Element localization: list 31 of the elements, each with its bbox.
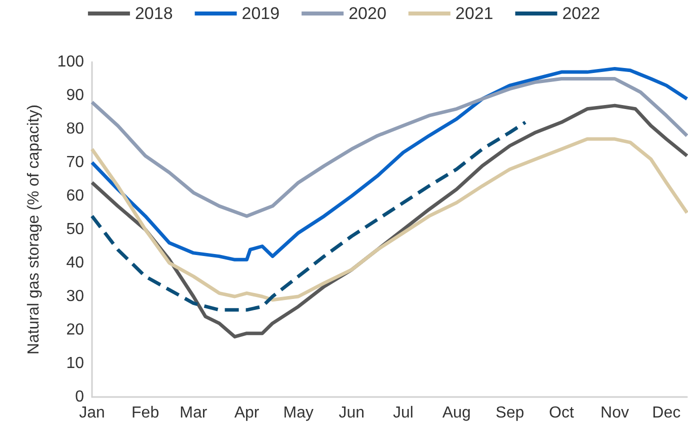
y-tick-label: 70 [66, 154, 84, 171]
y-tick-label: 0 [75, 388, 84, 406]
legend-label: 2022 [562, 4, 600, 23]
y-tick-label: 100 [57, 54, 84, 70]
legend-label: 2021 [455, 4, 494, 23]
x-tick-label: Mar [180, 404, 208, 422]
legend-label: 2020 [348, 4, 386, 23]
line-series [90, 120, 528, 312]
x-tick-label: Nov [600, 404, 629, 422]
y-tick-label: 50 [66, 221, 84, 238]
x-tick-label: Dec [652, 404, 681, 422]
x-tick-label: Sep [496, 404, 524, 422]
y-tick-label: 40 [66, 254, 84, 272]
x-tick-label: May [283, 404, 314, 422]
y-axis-title: Natural gas storage (% of capacity) [26, 104, 42, 354]
x-tick-label: Oct [549, 404, 574, 422]
y-tick-label: 20 [66, 322, 84, 338]
x-tick-label: Jan [79, 404, 105, 422]
x-tick-label: Aug [442, 404, 471, 422]
y-tick-label: 90 [66, 87, 84, 104]
x-tick-label: Jul [393, 404, 414, 422]
y-tick-label: 30 [66, 288, 84, 305]
line-series [90, 77, 688, 218]
legend-label: 2019 [242, 4, 280, 23]
y-tick-label: 80 [66, 120, 84, 138]
x-tick-label: Feb [132, 404, 160, 422]
y-tick-label: 60 [66, 188, 84, 204]
x-tick-label: Jun [338, 404, 365, 422]
legend-label: 2018 [134, 4, 173, 23]
y-tick-label: 10 [66, 355, 84, 372]
x-tick-label: Apr [234, 404, 260, 422]
